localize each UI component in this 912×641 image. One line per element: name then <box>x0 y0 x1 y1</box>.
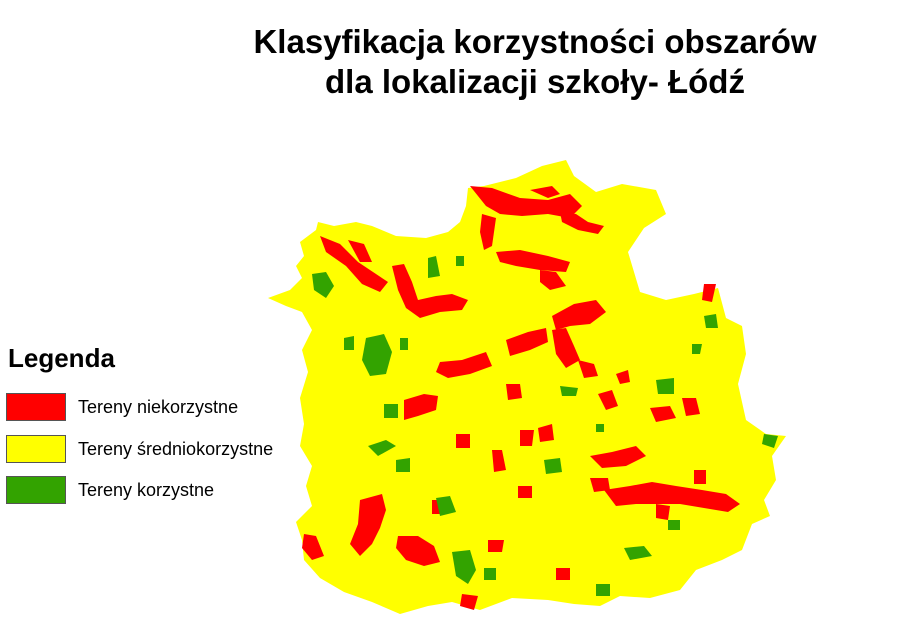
legend-title: Legenda <box>8 343 115 373</box>
red-area <box>348 240 372 262</box>
green-area <box>436 496 456 516</box>
green-area <box>596 424 604 432</box>
legend-item-unfavorable: Tereny niekorzystne <box>6 393 336 423</box>
red-area <box>488 540 504 552</box>
red-area <box>456 434 470 448</box>
green-area <box>544 458 562 474</box>
red-area <box>650 406 676 422</box>
red-area <box>530 186 560 198</box>
red-area <box>480 214 496 250</box>
red-area <box>404 394 438 420</box>
map-title-line-1: Klasyfikacja korzystności obszarów <box>253 23 817 60</box>
green-area <box>692 344 702 354</box>
red-area <box>590 478 610 492</box>
legend-label: Tereny korzystne <box>78 480 215 500</box>
green-area <box>428 256 440 278</box>
red-area <box>506 384 522 400</box>
green-area <box>452 550 476 584</box>
map-title-line-2: dla lokalizacji szkoły- Łódź <box>325 63 745 100</box>
green-area <box>384 404 398 418</box>
red-area <box>492 450 506 472</box>
red-area <box>470 186 582 218</box>
red-area <box>552 328 580 368</box>
red-area <box>560 212 604 234</box>
green-area <box>312 272 334 298</box>
red-area <box>436 352 492 378</box>
red-area <box>682 398 700 416</box>
legend-swatch-red <box>6 393 66 421</box>
red-area <box>302 534 324 560</box>
green-area <box>344 336 354 350</box>
green-area <box>456 256 464 266</box>
unfavorable-areas <box>302 186 740 610</box>
green-area <box>596 584 610 596</box>
red-area <box>460 594 478 610</box>
red-area <box>518 486 532 498</box>
red-area <box>320 236 388 292</box>
favorable-areas <box>312 256 778 596</box>
red-area <box>694 470 706 484</box>
green-area <box>762 434 778 448</box>
green-area <box>704 314 718 328</box>
red-area <box>604 482 740 512</box>
green-area <box>668 520 680 530</box>
city-area-medium <box>268 160 786 614</box>
red-area <box>590 446 646 468</box>
red-area <box>656 504 670 520</box>
red-area <box>616 370 630 384</box>
legend-label: Tereny średniokorzystne <box>78 439 274 459</box>
red-area <box>598 390 618 410</box>
red-area <box>538 424 554 442</box>
red-area <box>396 536 440 566</box>
legend-swatch-green <box>6 476 66 504</box>
red-area <box>392 264 468 318</box>
green-area <box>368 440 396 456</box>
green-area <box>400 338 408 350</box>
map-title: Klasyfikacja korzystności obszarów dla l… <box>190 22 880 102</box>
legend-item-medium: Tereny średniokorzystne <box>6 435 336 465</box>
red-area <box>578 360 598 378</box>
red-area <box>540 270 566 290</box>
red-area <box>556 568 570 580</box>
red-area <box>552 300 606 330</box>
legend-swatch-yellow <box>6 435 66 463</box>
legend-item-favorable: Tereny korzystne <box>6 476 336 506</box>
green-area <box>396 458 410 472</box>
green-area <box>362 334 392 376</box>
green-area <box>484 568 496 580</box>
green-area <box>560 386 578 396</box>
red-area <box>520 430 534 446</box>
green-area <box>624 546 652 560</box>
red-area <box>702 284 716 302</box>
red-area <box>350 494 386 556</box>
legend-label: Tereny niekorzystne <box>78 397 239 417</box>
green-area <box>656 378 674 394</box>
red-area <box>506 328 548 356</box>
red-area <box>496 250 570 272</box>
